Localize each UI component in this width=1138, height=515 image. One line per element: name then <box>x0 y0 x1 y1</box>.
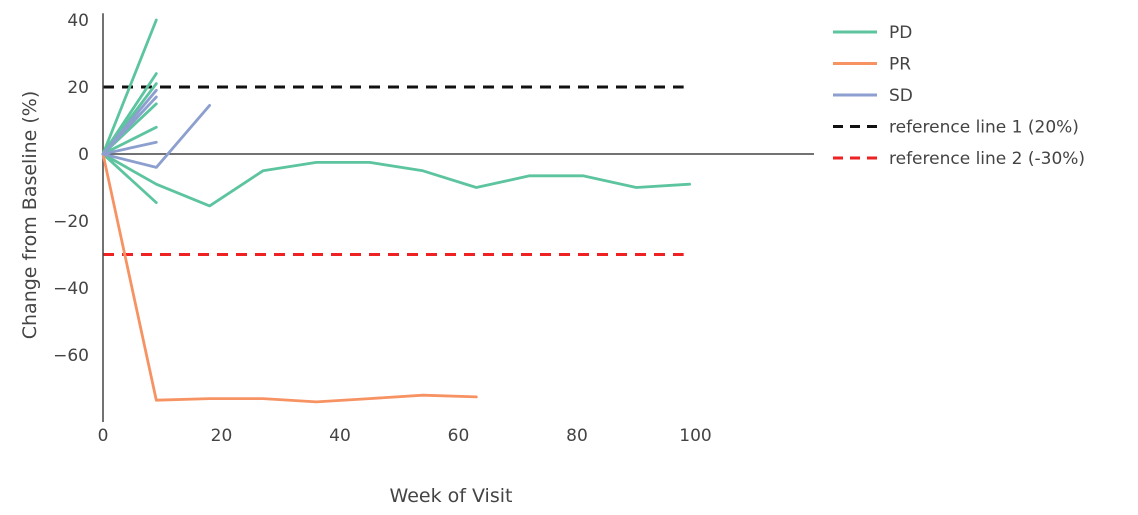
y-tick-label: −20 <box>53 212 89 232</box>
x-tick-label: 80 <box>566 426 588 446</box>
axes <box>102 13 814 422</box>
legend-item: reference line 1 (20%) <box>833 118 1079 138</box>
series-line-pd-7 <box>101 152 691 208</box>
y-tick-label: −40 <box>53 279 89 299</box>
series-line-sd-12 <box>101 104 212 169</box>
legend-item: PR <box>833 55 911 75</box>
legend-item: SD <box>833 86 913 106</box>
series-line-pd-5 <box>101 125 158 156</box>
legend-label: reference line 2 (-30%) <box>889 149 1085 169</box>
y-tick-label: 20 <box>67 78 89 98</box>
x-axis-label: Week of Visit <box>390 485 513 507</box>
series-lines <box>101 18 691 404</box>
legend-item: PD <box>833 23 912 43</box>
series-line-sd-10 <box>101 95 158 156</box>
legend-label: PR <box>889 55 911 75</box>
y-tick-label: −60 <box>53 346 89 366</box>
legend-item: reference line 2 (-30%) <box>833 149 1085 169</box>
legend: PD PR SD reference line 1 (20%) reference li… <box>833 23 1085 169</box>
x-tick-label: 0 <box>98 426 109 446</box>
legend-label: PD <box>889 23 912 43</box>
series-line-sd-11 <box>101 140 158 156</box>
legend-label: SD <box>889 86 913 106</box>
x-tick-label: 40 <box>329 426 351 446</box>
x-tick-label: 20 <box>211 426 233 446</box>
y-tick-labels: 40 20 0 −20 −40 −60 <box>53 11 89 366</box>
x-tick-label: 100 <box>679 426 711 446</box>
reference-lines <box>103 85 684 256</box>
x-tick-label: 60 <box>448 426 470 446</box>
y-tick-label: 40 <box>67 11 89 31</box>
legend-label: reference line 1 (20%) <box>889 118 1079 138</box>
series-line-pd-6 <box>101 152 158 205</box>
y-tick-label: 0 <box>78 145 89 165</box>
x-tick-labels: 0 20 40 60 80 100 <box>98 426 712 446</box>
series-line-pd-1 <box>101 18 158 156</box>
y-axis-label: Change from Baseline (%) <box>19 91 41 340</box>
series-line-pr-8 <box>101 152 478 404</box>
